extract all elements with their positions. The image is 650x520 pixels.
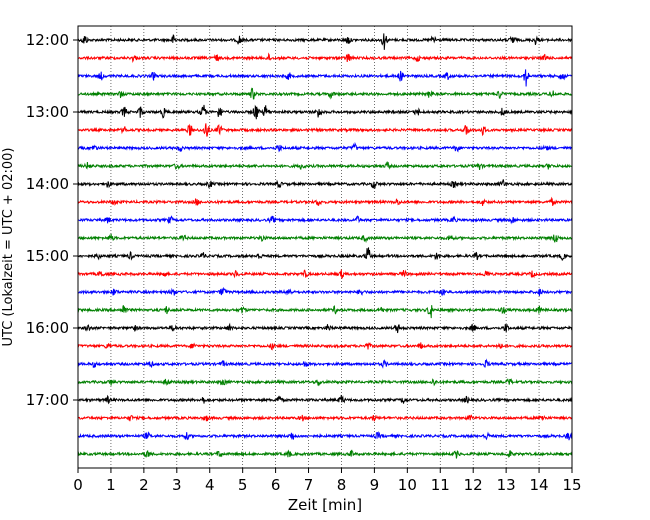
trace-1615 xyxy=(77,342,573,351)
x-tick-label: 9 xyxy=(370,476,380,494)
trace-1730 xyxy=(77,431,573,441)
trace-1400 xyxy=(77,179,573,189)
trace-1645 xyxy=(77,378,573,387)
y-tick-label: 13:00 xyxy=(26,103,69,121)
trace-1230 xyxy=(77,69,573,87)
trace-1345 xyxy=(77,161,573,171)
x-tick-label: 4 xyxy=(205,476,215,494)
trace-1200 xyxy=(77,33,573,50)
x-tick-label: 5 xyxy=(238,476,248,494)
trace-1600 xyxy=(77,322,573,334)
trace-1630 xyxy=(77,358,573,369)
trace-1300 xyxy=(77,104,573,120)
trace-1430 xyxy=(77,215,573,225)
axis-ticks: 0 1 2 3 4 5 6 7 8 9 10 11 12 13 14 1512:0013:0014:0015:… xyxy=(26,31,582,494)
y-tick-label: 14:00 xyxy=(26,175,69,193)
trace-1415 xyxy=(77,196,573,207)
x-tick-label: 2 xyxy=(139,476,149,494)
x-tick-label: 10 xyxy=(398,476,417,494)
trace-1700 xyxy=(78,394,573,405)
plot-area-frame xyxy=(77,25,573,469)
trace-1315 xyxy=(77,123,573,137)
trace-1500 xyxy=(77,247,573,261)
x-tick-label: 3 xyxy=(172,476,182,494)
trace-1445 xyxy=(77,233,573,244)
x-tick-label: 11 xyxy=(431,476,450,494)
x-tick-label: 12 xyxy=(464,476,483,494)
y-tick-label: 16:00 xyxy=(26,319,69,337)
trace-1530 xyxy=(77,286,573,297)
x-axis-label: Zeit [min] xyxy=(288,496,362,514)
x-tick-label: 8 xyxy=(337,476,347,494)
y-tick-label: 15:00 xyxy=(26,247,69,265)
trace-1330 xyxy=(77,141,573,153)
y-tick-label: 17:00 xyxy=(26,391,69,409)
x-tick-label: 7 xyxy=(304,476,314,494)
x-tick-label: 1 xyxy=(106,476,116,494)
trace-1715 xyxy=(77,414,573,422)
y-axis-label: UTC (Lokalzeit = UTC + 02:00) xyxy=(1,148,16,347)
x-tick-label: 15 xyxy=(562,476,581,494)
trace-1215 xyxy=(77,52,573,63)
x-tick-label: 14 xyxy=(530,476,549,494)
trace-group xyxy=(77,33,573,459)
x-tick-label: 6 xyxy=(271,476,281,494)
y-tick-label: 12:00 xyxy=(26,31,69,49)
x-tick-label: 0 xyxy=(73,476,83,494)
trace-1745 xyxy=(77,449,573,459)
trace-1515 xyxy=(77,269,573,279)
trace-1245 xyxy=(77,87,573,100)
x-tick-label: 13 xyxy=(497,476,516,494)
trace-1545 xyxy=(77,305,573,319)
